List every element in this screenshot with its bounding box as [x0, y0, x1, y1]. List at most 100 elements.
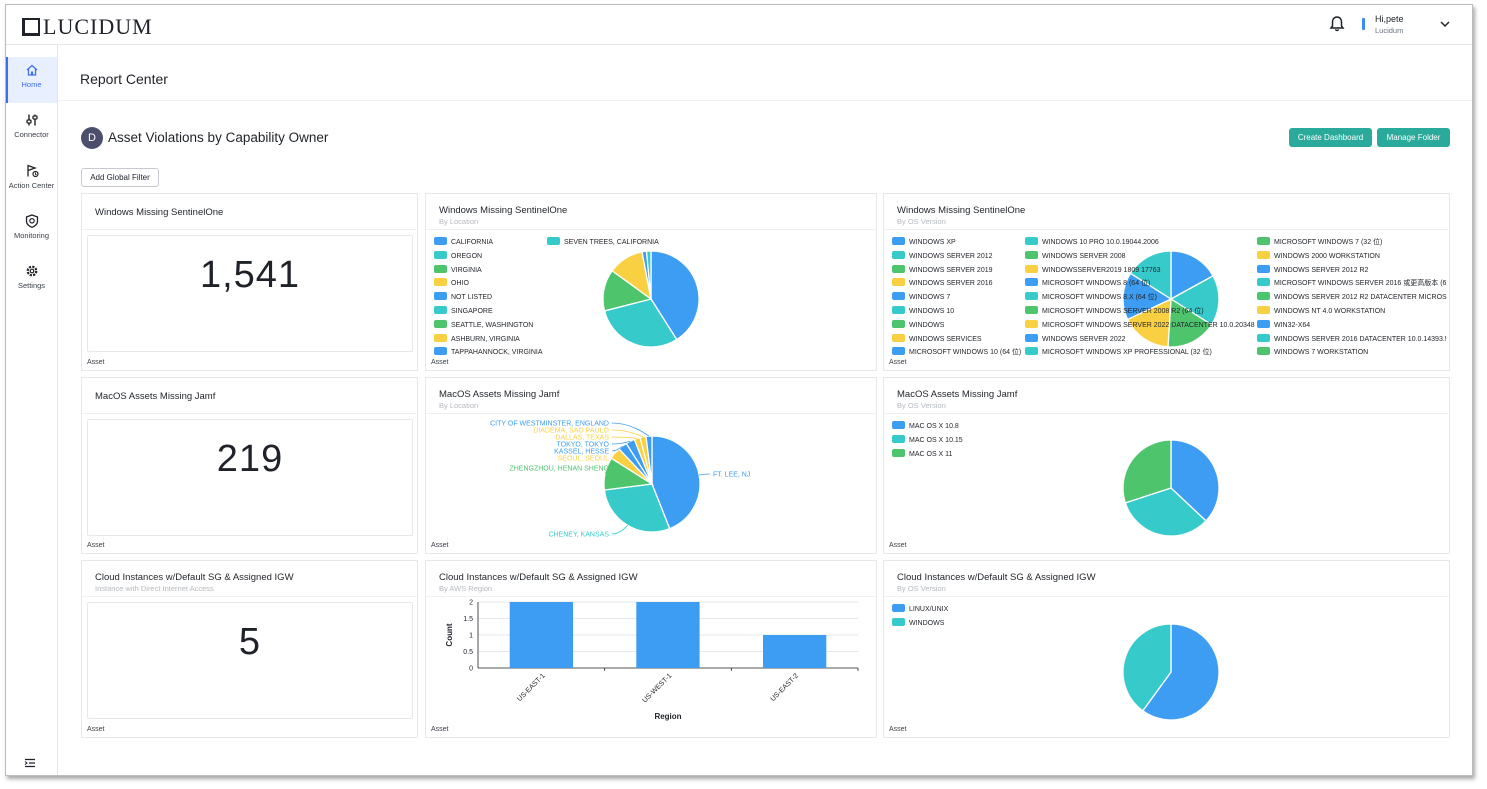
legend-item[interactable]: WINDOWS 10 PRO 10.0.19044.2006 — [1025, 237, 1159, 247]
pie-slice[interactable] — [1122, 623, 1172, 712]
legend-item[interactable]: WIN32-X64 — [1257, 319, 1310, 330]
legend-item[interactable]: SINGAPORE — [434, 306, 493, 316]
legend-item[interactable]: WINDOWS — [892, 319, 944, 330]
legend-item[interactable]: WINDOWS SERVER 2022 — [1025, 333, 1126, 344]
legend-item[interactable]: WINDOWS NT 4.0 WORKSTATION — [1257, 306, 1385, 316]
legend-item[interactable]: WINDOWS SERVER 2012 R2 — [1257, 264, 1368, 275]
legend-item[interactable]: MICROSOFT WINDOWS 8.X (64 位) — [1025, 292, 1157, 302]
widget-macos-missing-jamf-location[interactable]: MacOS Assets Missing Jamf By Location FT… — [425, 377, 877, 554]
legend-item[interactable]: WINDOWS 2000 WORKSTATION — [1257, 250, 1380, 261]
legend-item[interactable]: WINDOWS SERVER 2016 DATACENTER 10.0.1439… — [1257, 333, 1447, 344]
widget-windows-missing-s1-location[interactable]: Windows Missing SentinelOne By Location … — [425, 193, 877, 371]
widget-macos-missing-jamf-os[interactable]: MacOS Assets Missing Jamf By OS Version … — [883, 377, 1450, 554]
bar-chart[interactable]: 0 0.5 1 1.5 2 US-EAST-1 US-WEST-1 US-EAST-2 Regi… — [426, 597, 878, 725]
legend-item[interactable]: CALIFORNIA — [434, 237, 493, 247]
pie-slice[interactable] — [645, 250, 652, 300]
pie-chart[interactable] — [1116, 244, 1226, 354]
legend-item[interactable]: MAC OS X 11 — [892, 448, 952, 459]
legend-item[interactable]: OHIO — [434, 278, 469, 288]
pie-slice[interactable] — [651, 435, 701, 530]
legend-item[interactable]: WINDOWS XP — [892, 237, 956, 247]
legend-item[interactable]: WINDOWS SERVER 2012 — [892, 250, 993, 261]
legend-item[interactable]: MICROSOFT WINDOWS 7 (32 位) — [1257, 237, 1382, 247]
legend-item[interactable]: WINDOWS 10 — [892, 306, 954, 316]
legend-item[interactable]: WINDOWS SERVICES — [892, 333, 982, 344]
pie-slice[interactable] — [1141, 623, 1220, 721]
legend-item[interactable]: WINDOWSSERVER2019 1809 17763 — [1025, 264, 1161, 275]
dashboard-avatar: D — [81, 127, 103, 149]
legend-item[interactable]: MAC OS X 10.15 — [892, 434, 963, 445]
pie-chart[interactable]: FT. LEE, NJ CHENEY, KANSAS ZHENGZHOU, HENA… — [426, 414, 878, 542]
divider — [82, 413, 417, 414]
widget-cloud-instances-region[interactable]: Cloud Instances w/Default SG & Assigned … — [425, 560, 877, 738]
widget-cloud-instances-count[interactable]: Cloud Instances w/Default SG & Assigned … — [81, 560, 418, 738]
label-leader-line — [611, 436, 638, 439]
sidebar-item-connector[interactable]: Connector — [6, 107, 57, 153]
legend-item[interactable]: WINDOWS SERVER 2019 — [892, 264, 993, 275]
pie-chart[interactable] — [596, 244, 706, 354]
pie-slice[interactable] — [1167, 297, 1213, 348]
metric-value: 219 — [216, 438, 284, 480]
sidebar-item-settings[interactable]: Settings — [6, 258, 57, 304]
legend-item[interactable]: WINDOWS — [892, 617, 944, 628]
user-menu[interactable]: Hi,pete Lucidum — [1362, 14, 1404, 36]
legend-item[interactable]: WINDOWS SERVER 2012 R2 DATACENTER MICROS — [1257, 292, 1447, 302]
legend-item[interactable]: MICROSOFT WINDOWS SERVER 2008 R2 (64 位) — [1025, 306, 1204, 316]
legend-item[interactable]: WINDOWS 7 — [892, 292, 950, 302]
sidebar-item-action-center[interactable]: Action Center — [6, 158, 57, 204]
bar[interactable] — [509, 602, 573, 668]
sidebar-item-monitoring[interactable]: Monitoring — [6, 208, 57, 254]
pie-slice[interactable] — [1126, 297, 1172, 348]
chevron-down-icon[interactable] — [1438, 17, 1452, 31]
bar[interactable] — [636, 602, 700, 668]
legend-item[interactable]: ASHBURN, VIRGINIA — [434, 333, 520, 344]
legend-item[interactable]: OREGON — [434, 250, 482, 261]
widget-windows-missing-s1-os[interactable]: Windows Missing SentinelOne By OS Versio… — [883, 193, 1450, 371]
pie-slice[interactable] — [1124, 487, 1207, 537]
legend-item[interactable]: NOT LISTED — [434, 292, 492, 302]
legend-swatch — [434, 319, 447, 328]
pie-chart[interactable] — [1116, 617, 1226, 727]
legend-item[interactable]: MICROSOFT WINDOWS 8 (64 位) — [1025, 278, 1150, 288]
legend-item[interactable]: VIRGINIA — [434, 264, 482, 275]
bar[interactable] — [763, 635, 827, 668]
legend-item[interactable]: WINDOWS 7 WORKSTATION — [1257, 347, 1368, 357]
collapse-menu-icon[interactable] — [24, 758, 36, 768]
pie-slice[interactable] — [1129, 250, 1172, 301]
create-dashboard-button[interactable]: Create Dashboard — [1289, 128, 1372, 147]
legend-swatch — [1257, 278, 1270, 287]
legend-swatch — [1025, 264, 1038, 273]
add-global-filter-button[interactable]: Add Global Filter — [81, 168, 159, 187]
legend-item[interactable]: WINDOWS SERVER 2008 — [1025, 250, 1126, 261]
legend-item[interactable]: WINDOWS SERVER 2016 — [892, 278, 993, 288]
widget-macos-missing-jamf-count[interactable]: MacOS Assets Missing Jamf 219 Asset — [81, 377, 418, 554]
divider — [82, 596, 417, 597]
legend-swatch — [892, 604, 905, 612]
legend-item[interactable]: MICROSOFT WINDOWS SERVER 2022 DATACENTER… — [1025, 319, 1255, 330]
legend-item[interactable]: MICROSOFT WINDOWS XP PROFESSIONAL (32 位) — [1025, 347, 1212, 357]
legend-item[interactable]: LINUX/UNIX — [892, 604, 948, 614]
pie-slice[interactable] — [1170, 250, 1214, 301]
legend-label: MICROSOFT WINDOWS 7 (32 位) — [1274, 239, 1383, 246]
manage-folder-button[interactable]: Manage Folder — [1377, 128, 1450, 147]
legend-item[interactable]: MICROSOFT WINDOWS 10 (64 位) — [892, 347, 1021, 357]
logo[interactable]: LUCIDUM — [22, 14, 153, 40]
pie-slice[interactable] — [603, 298, 678, 348]
sidebar-item-home[interactable]: Home — [6, 57, 57, 103]
legend-item[interactable]: SEATTLE, WASHINGTON — [434, 319, 533, 330]
legend-item[interactable]: MAC OS X 10.8 — [892, 421, 959, 431]
sidebar-item-label: Settings — [17, 281, 46, 290]
widget-subtitle: By OS Version — [897, 401, 946, 410]
pie-slice[interactable] — [1170, 439, 1220, 522]
legend-item[interactable]: SEVEN TREES, CALIFORNIA — [547, 237, 659, 247]
legend-item[interactable]: MICROSOFT WINDOWS SERVER 2016 或更高版本 (6 — [1257, 278, 1446, 288]
bell-icon[interactable] — [1328, 15, 1346, 33]
widget-cloud-instances-os[interactable]: Cloud Instances w/Default SG & Assigned … — [883, 560, 1450, 738]
pie-chart[interactable] — [1116, 433, 1226, 543]
metric-box: 1,541 — [87, 235, 413, 352]
pie-slice[interactable] — [1122, 439, 1172, 504]
legend-item[interactable]: TAPPAHANNOCK, VIRGINIA — [434, 347, 543, 357]
widget-windows-missing-s1-count[interactable]: Windows Missing SentinelOne 1,541 Asset — [81, 193, 418, 371]
pie-slice[interactable] — [1122, 272, 1173, 321]
pie-slice[interactable] — [1169, 274, 1220, 326]
